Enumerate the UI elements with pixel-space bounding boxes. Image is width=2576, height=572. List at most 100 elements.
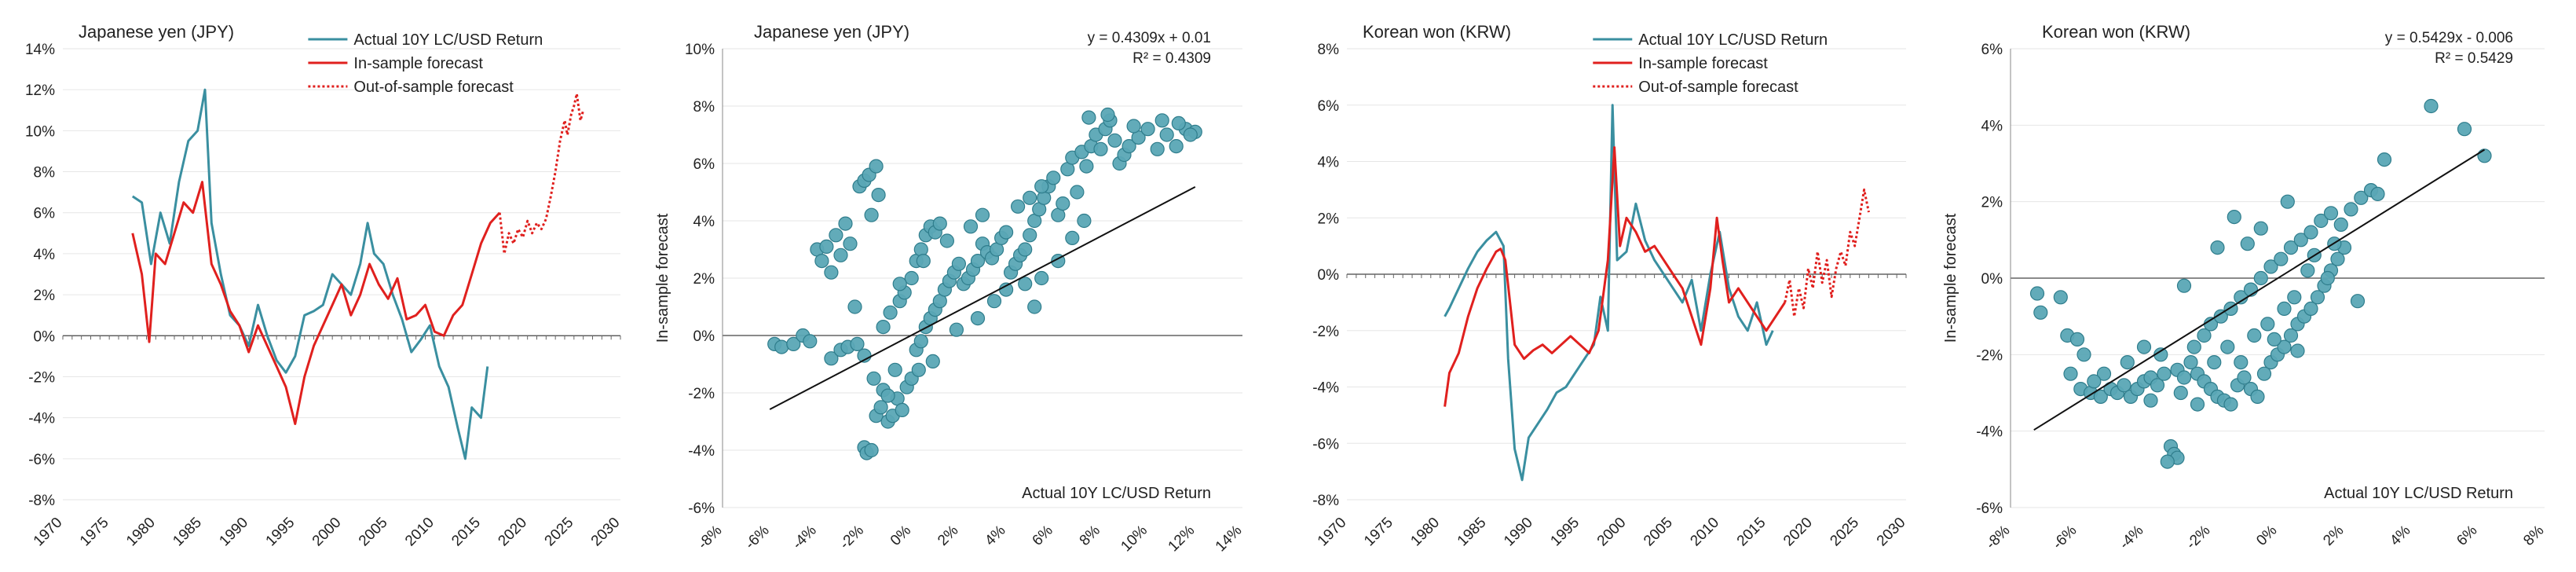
scatter-point bbox=[2260, 317, 2275, 332]
y-tick-label: -6% bbox=[1976, 500, 2003, 517]
x-tick-label: -6% bbox=[2050, 522, 2080, 553]
scatter-point bbox=[2087, 374, 2102, 389]
y-tick-label: 4% bbox=[1981, 118, 2003, 134]
y-tick-label: 4% bbox=[34, 247, 56, 263]
scatter-point bbox=[838, 216, 853, 231]
chart-title: Japanese yen (JPY) bbox=[79, 22, 234, 42]
scatter-point bbox=[975, 207, 990, 222]
scatter-point bbox=[824, 351, 839, 366]
y-tick-label: 0% bbox=[34, 328, 56, 345]
y-tick-label: -4% bbox=[28, 411, 55, 427]
y-tick-label: 8% bbox=[34, 165, 56, 182]
scatter-point bbox=[1081, 110, 1096, 125]
scatter-point bbox=[895, 402, 909, 418]
series-line bbox=[131, 88, 489, 460]
scatter-point bbox=[843, 236, 858, 251]
scatter-point bbox=[1169, 139, 1184, 154]
x-tick-label: 6% bbox=[2453, 522, 2480, 549]
r-squared-label: R² = 0.5429 bbox=[2435, 50, 2513, 67]
chart-panel-1: -8% -6% -4% -2% 0% 2% 4% 6% 8% 10% 12% 14% 1970 1975 1… bbox=[25, 22, 624, 549]
scatter-point bbox=[2210, 240, 2225, 255]
scatter-point bbox=[2424, 98, 2439, 114]
y-tick-label: -2% bbox=[688, 386, 715, 402]
scatter-point bbox=[1154, 113, 1169, 128]
scatter-point bbox=[904, 270, 919, 286]
scatter-point bbox=[998, 225, 1014, 240]
x-tick-label: 2% bbox=[935, 522, 961, 549]
scatter-point bbox=[2320, 270, 2335, 286]
y-tick-label: 2% bbox=[34, 288, 56, 304]
scatter-point bbox=[2300, 263, 2315, 278]
scatter-point bbox=[2227, 210, 2241, 225]
scatter-point bbox=[2183, 355, 2198, 370]
x-tick-label: 12% bbox=[1165, 522, 1198, 556]
scatter-point bbox=[1093, 141, 1108, 156]
scatter-point bbox=[1140, 122, 1155, 137]
x-tick-label: 4% bbox=[982, 522, 1008, 549]
scatter-point bbox=[2157, 366, 2172, 381]
scatter-point bbox=[2457, 122, 2472, 137]
scatter-point bbox=[2213, 309, 2228, 324]
scatter-point bbox=[866, 371, 881, 386]
x-tick-label: 1990 bbox=[216, 515, 251, 550]
y-tick-label: 0% bbox=[1318, 267, 1340, 284]
scatter-point bbox=[2477, 148, 2492, 163]
scatter-point bbox=[2290, 343, 2305, 358]
x-tick-label: -2% bbox=[836, 522, 867, 553]
x-tick-label: -8% bbox=[1983, 522, 2014, 553]
scatter-point bbox=[1159, 127, 1174, 142]
scatter-point bbox=[871, 188, 886, 203]
scatter-point bbox=[819, 239, 834, 254]
r-squared-label: R² = 0.4309 bbox=[1132, 50, 1211, 67]
scatter-point bbox=[2333, 217, 2348, 232]
y-tick-label: 10% bbox=[25, 123, 55, 140]
scatter-point bbox=[913, 242, 928, 257]
scatter-point bbox=[963, 219, 979, 234]
scatter-point bbox=[1065, 230, 1080, 245]
scatter-point bbox=[2303, 225, 2318, 240]
scatter-point bbox=[2314, 213, 2329, 229]
trendline-equation: y = 0.4309x + 0.01 bbox=[1088, 30, 1211, 46]
scatter-point bbox=[2344, 202, 2358, 217]
scatter-point bbox=[1171, 116, 1186, 130]
scatter-point bbox=[2280, 194, 2295, 209]
legend-label: Out-of-sample forecast bbox=[353, 79, 514, 96]
scatter-point bbox=[970, 311, 986, 326]
scatter-point bbox=[2150, 378, 2165, 393]
scatter-point bbox=[1056, 196, 1070, 211]
y-tick-label: -4% bbox=[1312, 380, 1339, 397]
y-tick-label: -4% bbox=[1976, 424, 2003, 441]
x-tick-label: 14% bbox=[1213, 522, 1246, 556]
scatter-point bbox=[986, 294, 1002, 309]
scatter-point bbox=[892, 277, 907, 292]
scatter-point bbox=[2173, 385, 2188, 401]
x-tick-label: 1970 bbox=[1315, 515, 1350, 550]
x-tick-label: -4% bbox=[789, 522, 820, 553]
x-tick-label: 2000 bbox=[1594, 515, 1630, 550]
x-tick-label: 1975 bbox=[1361, 515, 1396, 550]
scatter-point bbox=[1034, 179, 1049, 194]
x-tick-label: 2005 bbox=[1641, 515, 1676, 550]
scatter-point bbox=[1150, 141, 1165, 156]
scatter-point bbox=[2197, 328, 2212, 343]
y-axis-label: In-sample forecast bbox=[654, 213, 671, 343]
scatter-point bbox=[2293, 233, 2308, 248]
scatter-point bbox=[2176, 278, 2192, 293]
scatter-point bbox=[2176, 370, 2192, 385]
y-tick-label: -6% bbox=[688, 500, 715, 517]
scatter-point bbox=[1107, 133, 1122, 148]
y-tick-label: 0% bbox=[1981, 271, 2003, 288]
scatter-point bbox=[814, 254, 829, 269]
x-tick-label: 0% bbox=[2253, 522, 2280, 549]
scatter-point bbox=[2253, 221, 2268, 236]
scatter-point bbox=[932, 216, 947, 231]
legend-label: Actual 10Y LC/USD Return bbox=[353, 31, 543, 49]
scatter-point bbox=[2274, 251, 2289, 266]
legend-label: In-sample forecast bbox=[1638, 55, 1768, 72]
chart-title: Korean won (KRW) bbox=[1363, 22, 1511, 42]
y-tick-label: 4% bbox=[1318, 155, 1340, 171]
scatter-point bbox=[1023, 228, 1037, 243]
scatter-point bbox=[2234, 355, 2249, 370]
x-tick-label: 6% bbox=[1030, 522, 1056, 549]
y-axis-label: In-sample forecast bbox=[1942, 213, 1959, 343]
